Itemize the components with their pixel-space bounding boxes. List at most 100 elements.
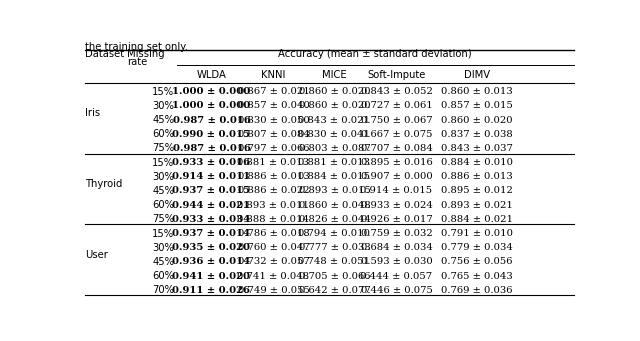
Text: 0.707 ± 0.084: 0.707 ± 0.084 [360,144,433,153]
Text: 0.860 ± 0.020: 0.860 ± 0.020 [299,101,371,110]
Text: 70%: 70% [152,285,174,295]
Text: Soft-Impute: Soft-Impute [367,70,426,80]
Text: Thyroid: Thyroid [85,179,122,189]
Text: 0.727 ± 0.061: 0.727 ± 0.061 [360,101,433,110]
Text: 30%: 30% [152,101,174,111]
Text: 0.884 ± 0.015: 0.884 ± 0.015 [298,172,371,181]
Text: 15%: 15% [152,87,174,97]
Text: 0.791 ± 0.010: 0.791 ± 0.010 [441,229,513,238]
Text: 0.756 ± 0.056: 0.756 ± 0.056 [441,257,513,266]
Text: 30%: 30% [152,243,174,253]
Text: 0.895 ± 0.012: 0.895 ± 0.012 [441,187,513,195]
Text: 0.990 ± 0.015: 0.990 ± 0.015 [172,130,250,139]
Text: 0.937 ± 0.014: 0.937 ± 0.014 [172,229,250,238]
Text: 0.843 ± 0.052: 0.843 ± 0.052 [360,87,433,96]
Text: 0.987 ± 0.016: 0.987 ± 0.016 [173,144,250,153]
Text: 0.937 ± 0.015: 0.937 ± 0.015 [172,187,250,195]
Text: Iris: Iris [85,108,100,118]
Text: 0.777 ± 0.033: 0.777 ± 0.033 [299,243,371,252]
Text: 0.642 ± 0.077: 0.642 ± 0.077 [299,286,371,295]
Text: 0.933 ± 0.016: 0.933 ± 0.016 [172,158,250,167]
Text: Missing: Missing [127,49,164,59]
Text: 0.886 ± 0.013: 0.886 ± 0.013 [237,172,309,181]
Text: Dataset: Dataset [85,49,124,59]
Text: 1.000 ± 0.000: 1.000 ± 0.000 [172,101,251,110]
Text: 15%: 15% [152,158,174,168]
Text: 0.860 ± 0.020: 0.860 ± 0.020 [441,116,513,124]
Text: 0.914 ± 0.015: 0.914 ± 0.015 [360,187,433,195]
Text: 0.769 ± 0.036: 0.769 ± 0.036 [441,286,513,295]
Text: 0.860 ± 0.013: 0.860 ± 0.013 [441,87,513,96]
Text: 0.837 ± 0.038: 0.837 ± 0.038 [441,130,513,139]
Text: 45%: 45% [152,257,174,267]
Text: 0.860 ± 0.020: 0.860 ± 0.020 [299,87,371,96]
Text: 0.803 ± 0.087: 0.803 ± 0.087 [299,144,371,153]
Text: 0.935 ± 0.020: 0.935 ± 0.020 [172,243,250,252]
Text: 0.895 ± 0.016: 0.895 ± 0.016 [360,158,433,167]
Text: 0.888 ± 0.014: 0.888 ± 0.014 [237,215,310,224]
Text: 0.867 ± 0.021: 0.867 ± 0.021 [237,87,309,96]
Text: 0.860 ± 0.048: 0.860 ± 0.048 [299,201,371,210]
Text: 0.893 ± 0.011: 0.893 ± 0.011 [237,201,310,210]
Text: 60%: 60% [152,129,174,139]
Text: 0.760 ± 0.047: 0.760 ± 0.047 [237,243,309,252]
Text: 0.748 ± 0.051: 0.748 ± 0.051 [298,257,371,266]
Text: 0.826 ± 0.044: 0.826 ± 0.044 [298,215,371,224]
Text: MICE: MICE [322,70,347,80]
Text: 45%: 45% [152,115,174,125]
Text: 45%: 45% [152,186,174,196]
Text: 0.705 ± 0.066: 0.705 ± 0.066 [299,271,370,281]
Text: 0.749 ± 0.055: 0.749 ± 0.055 [237,286,309,295]
Text: 0.857 ± 0.015: 0.857 ± 0.015 [441,101,513,110]
Text: 0.684 ± 0.034: 0.684 ± 0.034 [360,243,433,252]
Text: 0.881 ± 0.013: 0.881 ± 0.013 [298,158,371,167]
Text: 75%: 75% [152,144,174,153]
Text: 0.936 ± 0.014: 0.936 ± 0.014 [172,257,250,266]
Text: 0.941 ± 0.020: 0.941 ± 0.020 [172,271,250,281]
Text: 0.830 ± 0.050: 0.830 ± 0.050 [237,116,309,124]
Text: 0.779 ± 0.034: 0.779 ± 0.034 [441,243,513,252]
Text: 0.886 ± 0.022: 0.886 ± 0.022 [237,187,309,195]
Text: KNNI: KNNI [261,70,285,80]
Text: 0.444 ± 0.057: 0.444 ± 0.057 [360,271,433,281]
Text: 75%: 75% [152,214,174,224]
Text: 0.893 ± 0.015: 0.893 ± 0.015 [298,187,371,195]
Text: 0.732 ± 0.057: 0.732 ± 0.057 [237,257,309,266]
Text: 0.914 ± 0.011: 0.914 ± 0.011 [172,172,250,181]
Text: 0.765 ± 0.043: 0.765 ± 0.043 [441,271,513,281]
Text: 0.884 ± 0.021: 0.884 ± 0.021 [441,215,513,224]
Text: 0.797 ± 0.066: 0.797 ± 0.066 [237,144,309,153]
Text: 0.741 ± 0.048: 0.741 ± 0.048 [237,271,310,281]
Text: 0.750 ± 0.067: 0.750 ± 0.067 [360,116,432,124]
Text: User: User [85,250,108,260]
Text: 0.830 ± 0.041: 0.830 ± 0.041 [298,130,371,139]
Text: WLDA: WLDA [196,70,227,80]
Text: 0.987 ± 0.016: 0.987 ± 0.016 [173,116,250,124]
Text: DIMV: DIMV [464,70,490,80]
Text: 0.884 ± 0.010: 0.884 ± 0.010 [441,158,513,167]
Text: 30%: 30% [152,172,174,182]
Text: 0.944 ± 0.021: 0.944 ± 0.021 [172,201,250,210]
Text: 0.857 ± 0.040: 0.857 ± 0.040 [237,101,309,110]
Text: 0.886 ± 0.013: 0.886 ± 0.013 [441,172,513,181]
Text: 60%: 60% [152,200,174,210]
Text: 60%: 60% [152,271,174,281]
Text: 1.000 ± 0.000: 1.000 ± 0.000 [172,87,251,96]
Text: 0.911 ± 0.026: 0.911 ± 0.026 [172,286,250,295]
Text: 15%: 15% [152,228,174,238]
Text: 0.933 ± 0.024: 0.933 ± 0.024 [360,201,433,210]
Text: 0.843 ± 0.037: 0.843 ± 0.037 [441,144,513,153]
Text: 0.807 ± 0.084: 0.807 ± 0.084 [237,130,309,139]
Text: 0.926 ± 0.017: 0.926 ± 0.017 [360,215,433,224]
Text: Accuracy (mean ± standard deviation): Accuracy (mean ± standard deviation) [278,49,472,59]
Text: 0.907 ± 0.000: 0.907 ± 0.000 [360,172,433,181]
Text: the training set only.: the training set only. [85,42,188,52]
Text: 0.881 ± 0.013: 0.881 ± 0.013 [237,158,310,167]
Text: rate: rate [127,57,147,67]
Text: 0.893 ± 0.021: 0.893 ± 0.021 [441,201,513,210]
Text: 0.667 ± 0.075: 0.667 ± 0.075 [361,130,432,139]
Text: 0.933 ± 0.034: 0.933 ± 0.034 [172,215,250,224]
Text: 0.794 ± 0.010: 0.794 ± 0.010 [298,229,371,238]
Text: 0.786 ± 0.018: 0.786 ± 0.018 [237,229,309,238]
Text: 0.593 ± 0.030: 0.593 ± 0.030 [360,257,433,266]
